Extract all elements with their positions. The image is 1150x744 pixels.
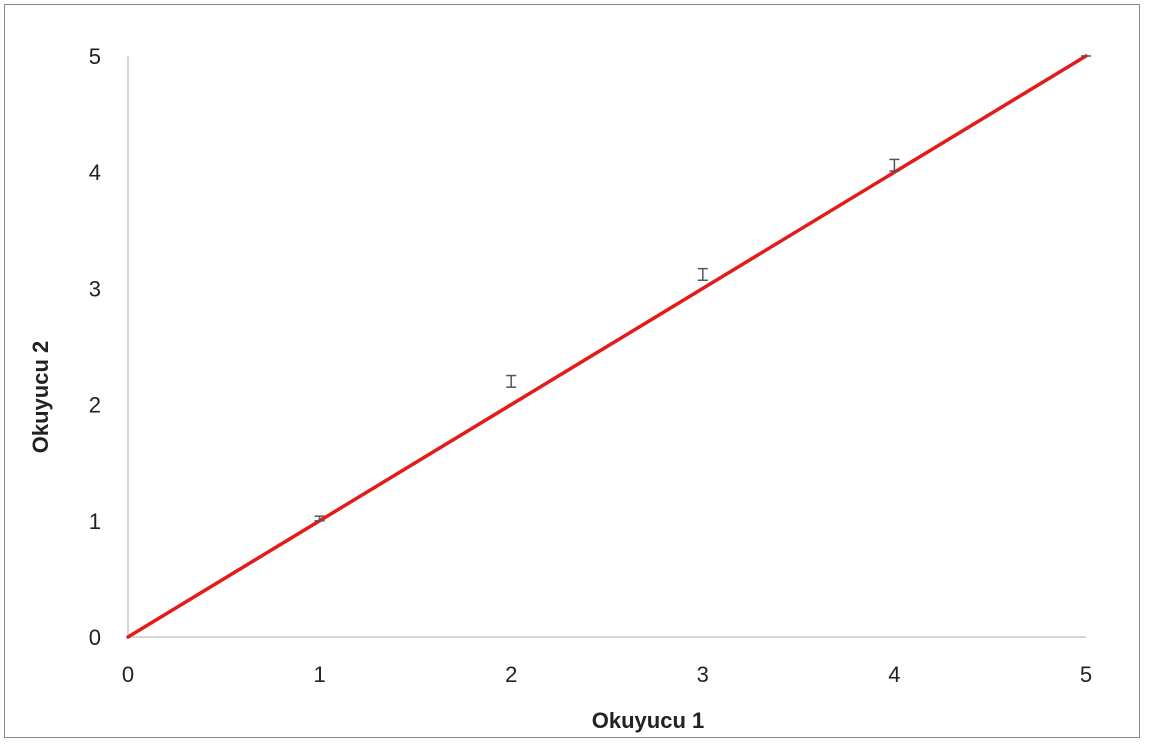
chart-frame xyxy=(4,4,1140,738)
axes xyxy=(127,56,1086,638)
x-tick-label: 2 xyxy=(505,662,517,687)
data-point xyxy=(889,158,900,172)
y-tick-label: 1 xyxy=(89,509,101,534)
y-tick-label: 2 xyxy=(89,393,101,418)
x-tick-label: 0 xyxy=(122,662,134,687)
data-point xyxy=(314,515,325,522)
x-tick-label: 3 xyxy=(697,662,709,687)
data-point xyxy=(697,267,708,282)
y-tick-label: 4 xyxy=(89,160,101,185)
y-tick-label: 5 xyxy=(89,44,101,69)
data-points xyxy=(314,55,1091,522)
identity-line-group xyxy=(126,54,1088,639)
x-tick-label: 5 xyxy=(1080,662,1092,687)
x-tick-labels: 0 1 2 3 4 5 xyxy=(122,662,1092,687)
x-tick-label: 1 xyxy=(313,662,325,687)
y-axis-title: Okuyucu 2 xyxy=(28,341,53,453)
y-tick-labels: 0 1 2 3 4 5 xyxy=(89,44,101,650)
x-axis-title: Okuyucu 1 xyxy=(592,708,704,733)
y-tick-label: 3 xyxy=(89,276,101,301)
y-tick-label: 0 xyxy=(89,625,101,650)
x-tick-label: 4 xyxy=(888,662,900,687)
data-point xyxy=(506,374,517,388)
identity-line xyxy=(126,54,1088,639)
